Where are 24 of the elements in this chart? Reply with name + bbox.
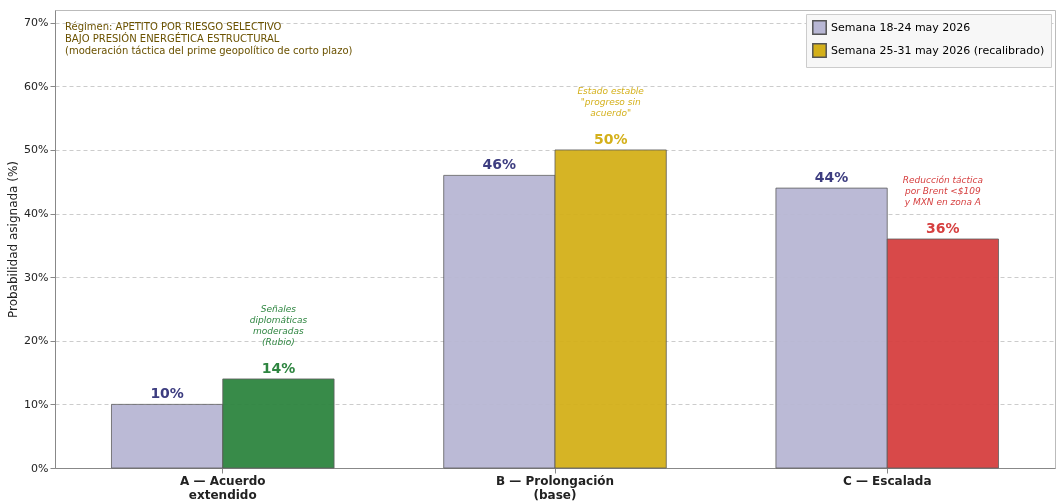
annotation: Régimen: APETITO POR RIESGO SELECTIVO BAJO PRESIÓN ENERGÉTICA ESTRUCTURAL (moderación táctica del prime geopolítico de corto plazo) bbox=[65, 21, 353, 56]
annotation: Estado estable "progreso sin acuerdo" bbox=[577, 85, 645, 118]
data-label: 36% bbox=[926, 220, 960, 236]
data-label: 44% bbox=[814, 169, 849, 186]
y-tick-label: 20% bbox=[24, 334, 49, 348]
annotation: Reducción táctica por Brent <$109 y MXN en zona A bbox=[902, 175, 983, 207]
data-label: 50% bbox=[593, 130, 628, 147]
annotation: Señales diplomáticas moderadas (Rubio) bbox=[249, 303, 308, 347]
y-tick-label: 30% bbox=[24, 270, 49, 284]
legend-label: Semana 18-24 may 2026 bbox=[831, 20, 971, 34]
data-label: 14% bbox=[261, 359, 296, 376]
y-tick-label: 70% bbox=[24, 16, 49, 30]
y-tick-label: 60% bbox=[24, 79, 49, 93]
y-tick-label: 40% bbox=[24, 207, 49, 221]
y-tick-label: 10% bbox=[24, 397, 49, 411]
x-tick-label: C — Escalada bbox=[842, 473, 932, 488]
x-tick-label: A — Acuerdo extendido bbox=[180, 473, 266, 502]
data-label: 46% bbox=[482, 156, 517, 173]
legend-label: Semana 25-31 may 2026 (recalibrado) bbox=[831, 43, 1045, 57]
y-tick-label: 50% bbox=[24, 143, 49, 157]
y-axis-title: Probabilidad asignada (%) bbox=[6, 160, 21, 319]
data-label: 10% bbox=[150, 385, 184, 402]
y-tick-label: 0% bbox=[31, 461, 49, 475]
x-tick-label: B — Prolongación (base) bbox=[495, 473, 615, 502]
